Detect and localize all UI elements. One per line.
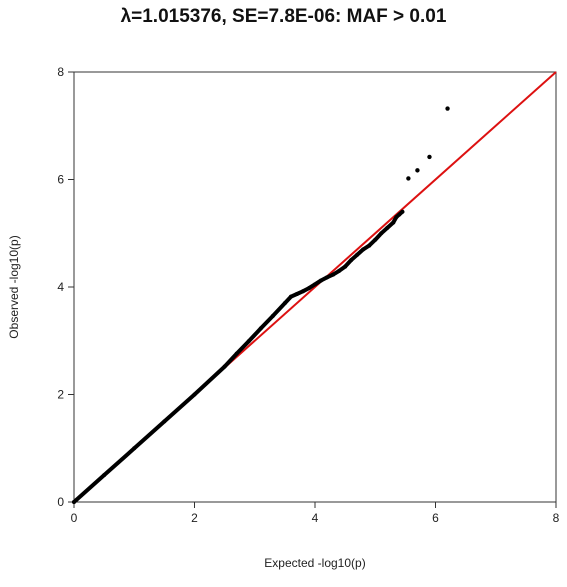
data-point [102, 473, 107, 478]
data-point [394, 215, 399, 220]
y-tick-label: 4 [57, 280, 64, 294]
data-point [355, 252, 360, 257]
x-tick-label: 4 [312, 511, 319, 525]
data-point [234, 351, 239, 356]
data-point [282, 301, 287, 306]
data-point [162, 419, 167, 424]
data-point [306, 286, 311, 291]
data-point [270, 314, 275, 319]
data-point [361, 247, 366, 252]
x-tick-label: 2 [191, 511, 198, 525]
data-point [325, 275, 330, 280]
y-tick-label: 2 [57, 388, 64, 402]
x-tick-label: 8 [553, 511, 560, 525]
data-point [331, 272, 336, 277]
data-point [192, 392, 197, 397]
data-point [415, 168, 420, 173]
data-point [300, 289, 305, 294]
data-points [72, 106, 450, 504]
data-point [288, 294, 293, 299]
data-point [373, 237, 378, 242]
data-point [132, 446, 137, 451]
y-tick-label: 0 [57, 495, 64, 509]
data-point [367, 243, 372, 248]
chart-title: λ=1.015376, SE=7.8E-06: MAF > 0.01 [120, 6, 447, 27]
data-point [246, 339, 251, 344]
data-point [72, 500, 76, 504]
y-axis-label: Observed -log10(p) [7, 235, 21, 338]
dense-points-band [72, 209, 405, 504]
data-point [406, 176, 411, 181]
x-tick-label: 0 [71, 511, 78, 525]
data-point [445, 106, 450, 111]
data-point [400, 209, 405, 214]
data-point [343, 264, 348, 269]
y-tick-label: 8 [57, 65, 64, 79]
axis-ticks: 0 2 4 6 8 0 2 4 6 8 [57, 65, 559, 525]
data-point [427, 154, 432, 160]
data-point [391, 220, 396, 225]
data-point [258, 326, 263, 331]
data-point [222, 364, 227, 369]
data-point [313, 282, 317, 287]
y-tick-label: 6 [57, 173, 64, 187]
data-point [397, 212, 402, 217]
data-point [379, 231, 384, 236]
x-axis-label: Expected -log10(p) [264, 556, 365, 570]
data-point [349, 258, 354, 263]
x-tick-label: 6 [432, 511, 439, 525]
data-point [294, 291, 299, 296]
data-point [319, 278, 324, 283]
data-point [337, 268, 342, 273]
data-point [385, 225, 390, 230]
